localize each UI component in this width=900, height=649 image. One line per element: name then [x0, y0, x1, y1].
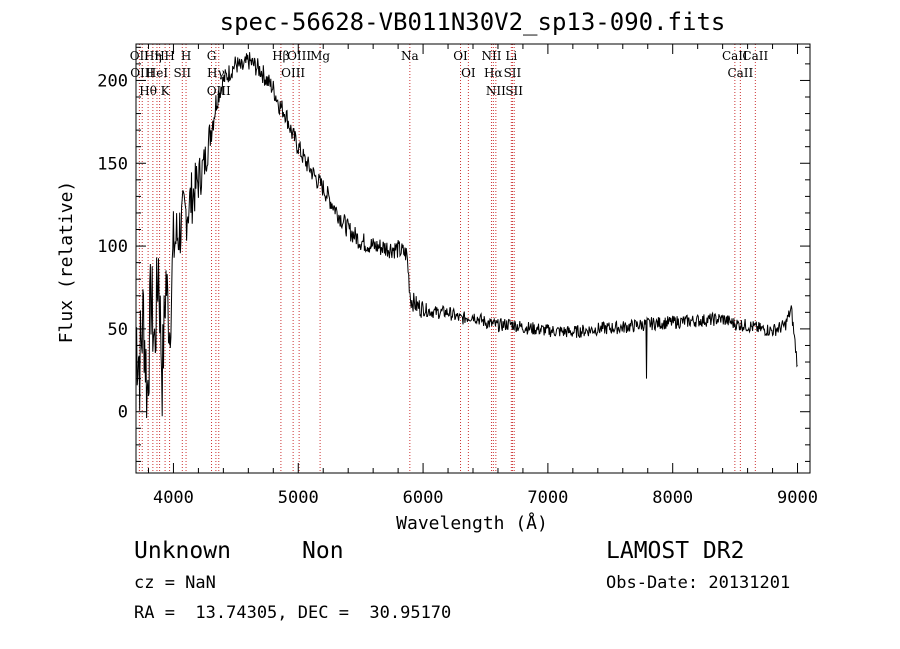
marker-label-18: OI: [453, 49, 468, 63]
y-tick-label-3: 150: [97, 154, 128, 174]
x-tick-label-2: 6000: [403, 488, 444, 508]
marker-label-27: CaII: [727, 66, 753, 80]
x-tick-label-1: 5000: [278, 488, 319, 508]
x-tick-label-5: 9000: [777, 488, 818, 508]
plot-frame: [135, 43, 811, 474]
marker-label-19: OI: [461, 66, 476, 80]
y-axis-label: Flux (relative): [56, 181, 77, 344]
marker-label-7: H: [164, 49, 174, 63]
x-tick-label-0: 4000: [153, 488, 194, 508]
marker-label-5: H: [154, 49, 164, 63]
marker-label-16: Mg: [310, 49, 330, 63]
marker-label-3: Hη: [144, 49, 162, 63]
marker-label-14: OIII: [281, 66, 305, 80]
y-tick-label-0: 0: [118, 403, 128, 423]
spectral-line-markers: [138, 44, 756, 473]
redshift-cz: cz = NaN: [134, 573, 216, 593]
x-tick-label-4: 8000: [652, 488, 693, 508]
marker-label-10: G: [207, 49, 217, 63]
marker-label-6: K: [161, 84, 171, 98]
object-subclass: Non: [302, 538, 344, 564]
marker-label-8: SII: [173, 66, 191, 80]
y-tick-label-1: 50: [108, 320, 128, 340]
y-tick-label-4: 200: [97, 71, 128, 91]
marker-label-26: CaII: [722, 49, 748, 63]
spectrum-line: [135, 52, 798, 419]
marker-label-17: Na: [401, 49, 419, 63]
marker-label-11: Hγ: [207, 66, 225, 80]
marker-label-24: SII: [504, 66, 522, 80]
survey-name: LAMOST DR2: [606, 538, 745, 564]
marker-label-2: Hθ: [139, 84, 157, 98]
coordinates: RA = 13.74305, DEC = 30.95170: [134, 603, 452, 623]
x-axis-ticks: 4000 5000 6000 7000 8000 9000: [147, 44, 818, 508]
marker-label-21: Hα: [484, 66, 503, 80]
x-axis-label: Wavelength (Å): [396, 512, 548, 534]
marker-label-25: SII: [505, 84, 523, 98]
object-class: Unknown: [134, 538, 231, 564]
marker-label-22: NII: [486, 84, 506, 98]
marker-label-23: Li: [505, 49, 517, 63]
marker-label-9: H: [181, 49, 191, 63]
y-tick-label-2: 100: [97, 237, 128, 257]
marker-label-13: Hβ: [272, 49, 289, 63]
observation-date: Obs-Date: 20131201: [606, 573, 791, 593]
y-axis-ticks: 0 50 100 150 200: [97, 46, 810, 462]
x-tick-label-3: 7000: [527, 488, 568, 508]
marker-label-28: CaII: [742, 49, 768, 63]
marker-label-20: NII: [481, 49, 501, 63]
marker-label-15: OIII: [287, 49, 311, 63]
chart-title: spec-56628-VB011N30V2_sp13-090.fits: [219, 8, 726, 36]
marker-label-0: OII: [130, 49, 150, 63]
marker-label-4: HeI: [146, 66, 169, 80]
